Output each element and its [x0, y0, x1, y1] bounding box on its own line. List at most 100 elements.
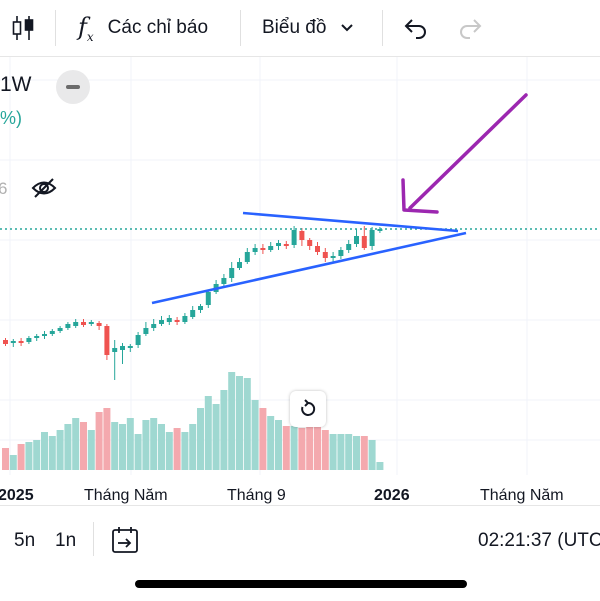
indicators-button[interactable]: fx Các chỉ báo	[78, 0, 208, 56]
volume-bar	[87, 430, 95, 470]
volume-bar	[306, 420, 314, 470]
volume-bar	[321, 430, 329, 470]
candle-body	[120, 346, 125, 350]
chart-type-label: Biểu đồ	[262, 17, 327, 38]
volume-bar	[181, 432, 189, 470]
volume-bar	[228, 372, 236, 470]
candle-body	[205, 292, 211, 305]
volume-bar	[64, 424, 72, 470]
candle-body	[229, 268, 235, 278]
volume-bar	[204, 396, 212, 470]
toolbar-divider	[55, 10, 56, 46]
volume-bar	[142, 420, 150, 470]
candle-body	[57, 328, 63, 331]
trendline-lower[interactable]	[151, 231, 467, 305]
candle-body	[112, 348, 118, 352]
candle-body	[346, 244, 352, 250]
indicator-value: 6	[0, 179, 7, 198]
candle-body	[276, 243, 281, 246]
candle-body	[174, 320, 180, 322]
volume-bar	[158, 424, 165, 470]
candle-body	[81, 322, 86, 325]
candle-body	[49, 331, 55, 334]
candle-body	[88, 322, 94, 324]
x-tick-thang-9: Tháng 9	[227, 487, 286, 504]
volume-bar	[236, 376, 243, 470]
volume-bar	[41, 432, 48, 470]
volume-bar	[337, 434, 345, 470]
undo-icon[interactable]	[402, 0, 428, 56]
volume-bar	[251, 400, 259, 470]
volume-bar	[2, 448, 9, 470]
x-tick-thang-nam: Tháng Năm	[84, 487, 168, 504]
candle-body	[299, 231, 305, 240]
volume-bar	[275, 420, 282, 470]
volume-bar	[126, 418, 134, 470]
candle-body	[268, 246, 274, 250]
volume-bar	[95, 412, 103, 470]
volume-bar	[25, 442, 33, 470]
volume-bar	[119, 424, 126, 470]
volume-bars	[2, 372, 384, 470]
interval-label: 1W	[0, 73, 32, 96]
range-5n-button[interactable]: 5n	[14, 530, 36, 551]
volume-bar	[368, 440, 376, 470]
candles-icon[interactable]	[10, 0, 36, 56]
candle-body	[354, 236, 359, 244]
candle-body	[143, 328, 149, 334]
candle-body	[198, 306, 203, 310]
volume-bar	[259, 408, 267, 470]
volume-bar	[56, 430, 64, 470]
x-tick-thang-nam-2: Tháng Năm	[480, 487, 564, 504]
volume-bar	[80, 422, 87, 470]
candle-body	[182, 316, 188, 322]
collapse-legend-button[interactable]	[56, 70, 90, 104]
volume-bar	[353, 436, 360, 470]
trendline-upper[interactable]	[242, 211, 459, 233]
change-value: %)	[0, 108, 22, 128]
candle-body	[244, 252, 250, 262]
volume-bar	[72, 418, 80, 470]
candle-body	[18, 341, 24, 343]
volume-bar	[298, 428, 306, 470]
goto-date-icon[interactable]	[110, 526, 140, 560]
volume-bar	[376, 462, 384, 470]
candle-body	[190, 310, 196, 317]
toolbar-divider	[382, 10, 383, 46]
indicators-label: Các chỉ báo	[107, 17, 209, 38]
toolbar-divider	[240, 10, 241, 46]
volume-bar	[243, 378, 251, 470]
candle-body	[3, 340, 8, 344]
arrow-drawing[interactable]	[401, 93, 528, 214]
candle-body	[338, 250, 344, 256]
redo-icon[interactable]	[458, 0, 484, 56]
price-chart[interactable]: 1W %) 6 2025 Tháng Năm Tháng 9 2026 Thán…	[0, 57, 600, 505]
range-1n-button[interactable]: 1n	[55, 530, 77, 551]
chevron-down-icon	[340, 17, 354, 39]
candle-body	[252, 248, 258, 252]
clock-timezone[interactable]: 02:21:37 (UTC	[478, 530, 600, 551]
x-tick-2026: 2026	[374, 487, 410, 504]
candle-body	[151, 324, 157, 328]
chart-type-button[interactable]: Biểu đồ	[262, 0, 354, 56]
candle-body	[166, 318, 172, 322]
volume-bar	[314, 426, 321, 470]
candle-body	[369, 230, 375, 246]
volume-bar	[33, 440, 41, 470]
candle-body	[127, 346, 133, 348]
eye-hidden-icon[interactable]	[31, 178, 57, 198]
candle-body	[237, 262, 242, 268]
volume-bar	[220, 390, 228, 470]
candlesticks	[3, 226, 383, 380]
volume-bar	[103, 408, 111, 470]
top-toolbar: fx Các chỉ báo Biểu đồ	[0, 0, 600, 57]
candle-body	[73, 322, 79, 326]
candle-body	[330, 256, 336, 258]
candle-body	[34, 336, 40, 338]
volume-bar	[197, 408, 204, 470]
fx-icon: fx	[78, 12, 94, 44]
candle-body	[26, 338, 32, 342]
volume-bar	[282, 426, 290, 470]
chart-canvas[interactable]: 1W %) 6 2025 Tháng Năm Tháng 9 2026 Thán…	[0, 57, 600, 505]
reset-chart-button[interactable]	[290, 391, 326, 427]
